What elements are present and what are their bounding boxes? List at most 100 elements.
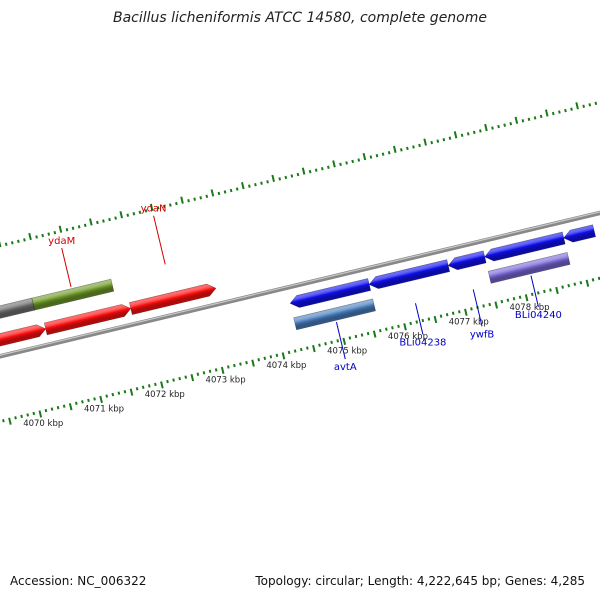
outer-scale-tick [47,232,51,236]
outer-scale-tick [320,167,324,171]
inner-scale-tick [75,401,78,405]
outer-scale-tick [460,133,464,138]
inner-scale-tick [147,384,151,388]
outer-scale-tick [491,126,494,130]
gene-label-ywfb[interactable]: ywfB [470,329,495,340]
inner-scale-tick [20,414,23,419]
outer-scale-tick [296,172,300,177]
gene-label-bli04238[interactable]: BLi04238 [399,337,446,348]
inner-scale-tick [14,416,17,420]
forward-cds-feature[interactable] [128,282,217,315]
inner-scale-tick [208,369,212,374]
outer-scale-tick [241,182,245,190]
outer-scale-tick [503,123,506,127]
inner-scale-tick [543,289,546,294]
inner-scale-tick [482,304,485,308]
outer-scale-tick [138,210,142,214]
forward-gene-feature[interactable] [31,278,115,311]
inner-scale-tick [518,295,522,299]
gene-label-bli04240[interactable]: BLi04240 [515,310,562,321]
inner-scale-tick [470,307,473,311]
reverse-cds-feature[interactable] [483,231,566,263]
inner-scale-tick [354,334,358,339]
outer-scale-tick [71,226,75,230]
inner-scale-tick [245,360,248,365]
inner-scale-tick [160,381,164,389]
inner-scale-tick [178,376,181,381]
outer-scale-tick [430,140,434,145]
outer-scale-tick [271,174,275,183]
outer-scale-tick [58,225,63,233]
forward-cds-feature[interactable] [43,303,132,336]
inner-scale-tick [239,362,242,366]
inner-scale-tick [81,400,84,404]
outer-scale-tick [41,233,44,238]
outer-scale-tick [144,209,148,213]
gene-leader-line [153,215,166,265]
inner-scale-tick [366,331,370,336]
inner-scale-tick [50,407,54,411]
inner-scale-tick [415,320,419,324]
inner-scale-tick [579,281,583,285]
genome-backbone [0,210,600,359]
inner-scale-tick [549,288,552,292]
outer-scale-tick [472,130,476,135]
outer-scale-tick [332,160,336,168]
inner-scale-tick [287,350,291,355]
outer-scale-tick [453,131,458,139]
inner-scale-tick [439,314,443,318]
inner-scale-tick [8,417,12,425]
outer-scale-tick [308,169,312,174]
outer-scale-tick [126,213,130,217]
inner-scale-tick [555,286,559,295]
outer-scale-tick [339,162,342,167]
outer-scale-tick [162,204,166,209]
topology-label: Topology: circular; Length: 4,222,645 bp… [255,574,585,588]
inner-scale-tick [190,374,195,382]
gene-label-ydan[interactable]: ydaN [141,204,167,215]
gene-label-ydam[interactable]: ydaM [48,236,75,247]
gene-label-avta[interactable]: avtA [334,362,357,373]
outer-scale-tick [301,167,306,175]
outer-scale-tick [284,175,288,180]
inner-scale-tick [536,291,540,295]
reverse-cds-feature[interactable] [447,250,487,272]
inner-scale-tick [111,392,115,397]
outer-scale-tick [96,220,99,225]
outer-scale-tick [588,103,592,107]
outer-scale-tick [205,194,209,199]
scale-label: 4077 kbp [449,317,489,327]
outer-scale-tick [290,174,294,178]
inner-scale-tick [585,279,590,287]
reverse-gene-feature[interactable] [293,298,376,331]
outer-scale-tick [102,219,105,223]
scale-label: 4074 kbp [266,361,306,371]
inner-scale-tick [348,336,352,340]
inner-scale-tick [524,294,529,302]
inner-scale-tick [257,358,261,362]
outer-scale-tick [223,190,227,194]
outer-scale-tick [199,196,203,200]
outer-scale-tick [570,107,573,111]
outer-scale-tick [436,139,440,143]
inner-scale-tick [135,387,139,391]
inner-scale-tick [105,394,109,398]
inner-scale-tick [99,395,103,404]
forward-gene-feature[interactable] [0,297,36,330]
outer-scale-tick [108,217,111,222]
outer-scale-tick [65,228,69,232]
inner-scale-tick [269,355,273,359]
reverse-cds-feature[interactable] [289,278,372,309]
outer-scale-tick [89,218,93,226]
inner-scale-tick [87,398,90,403]
inner-scale-tick [573,282,577,286]
reverse-cds-feature[interactable] [562,224,596,244]
forward-cds-feature[interactable] [0,323,47,356]
inner-scale-tick [299,347,303,352]
reverse-gene-feature[interactable] [487,252,571,284]
outer-scale-tick [533,116,537,120]
outer-scale-tick [235,187,239,191]
inner-scale-tick [306,346,309,350]
outer-scale-tick [345,161,348,165]
reverse-cds-feature[interactable] [368,259,451,291]
